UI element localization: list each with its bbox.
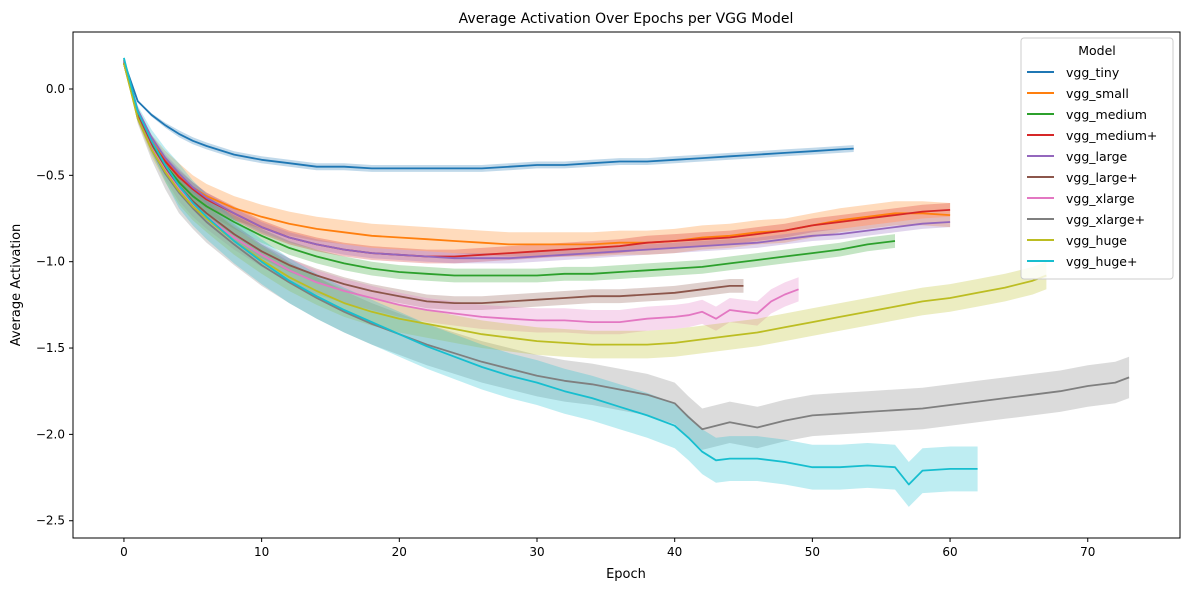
line-vgg_medium+ xyxy=(123,62,951,258)
line-vgg_tiny xyxy=(123,61,854,170)
chart-title: Average Activation Over Epochs per VGG M… xyxy=(459,11,794,27)
line-vgg_medium xyxy=(123,62,896,277)
x-tick-label: 40 xyxy=(667,545,682,559)
legend: Model vgg_tiny vgg_small vgg_medium vgg_med… xyxy=(1020,37,1174,280)
x-tick-label: 0 xyxy=(120,545,128,559)
legend-label-vgg_medium+: vgg_medium+ xyxy=(1066,128,1157,143)
y-tick-label: −2.0 xyxy=(36,427,65,441)
y-tick-label: 0.0 xyxy=(46,82,65,96)
band-vgg_large+ xyxy=(123,63,744,310)
x-tick-label: 10 xyxy=(254,545,269,559)
y-tick-label: −1.5 xyxy=(36,341,65,355)
x-tick-label: 30 xyxy=(529,545,544,559)
legend-label-vgg_small: vgg_small xyxy=(1066,86,1129,101)
legend-label-vgg_tiny: vgg_tiny xyxy=(1066,65,1120,80)
legend-title: Model xyxy=(1078,43,1116,58)
legend-label-vgg_huge+: vgg_huge+ xyxy=(1066,254,1137,269)
line-vgg_large xyxy=(123,61,951,260)
x-axis: 0 10 20 30 40 50 60 70 xyxy=(120,538,1095,559)
legend-label-vgg_xlarge: vgg_xlarge xyxy=(1066,191,1135,206)
x-tick-label: 50 xyxy=(805,545,820,559)
band-vgg_huge+ xyxy=(123,57,978,507)
legend-label-vgg_huge: vgg_huge xyxy=(1066,233,1127,248)
y-tick-label: −0.5 xyxy=(36,168,65,182)
band-vgg_xlarge+ xyxy=(123,59,1130,450)
y-tick-label: −1.0 xyxy=(36,255,65,269)
x-tick-label: 20 xyxy=(392,545,407,559)
legend-label-vgg_large+: vgg_large+ xyxy=(1066,170,1138,185)
line-vgg_xlarge+ xyxy=(123,59,1130,431)
legend-label-vgg_xlarge+: vgg_xlarge+ xyxy=(1066,212,1145,227)
line-vgg_huge+ xyxy=(123,57,978,486)
line-vgg_huge xyxy=(123,62,1047,346)
axes-frame xyxy=(72,31,1181,539)
y-axis: 0.0 −0.5 −1.0 −1.5 −2.0 −2.5 xyxy=(36,82,73,528)
legend-label-vgg_medium: vgg_medium xyxy=(1066,107,1147,122)
x-tick-label: 70 xyxy=(1080,545,1095,559)
x-tick-label: 60 xyxy=(942,545,957,559)
x-axis-label: Epoch xyxy=(606,567,646,582)
y-axis-label: Average Activation xyxy=(9,224,24,347)
plot-area xyxy=(123,57,1130,507)
legend-box xyxy=(1020,37,1174,280)
legend-label-vgg_large: vgg_large xyxy=(1066,149,1128,164)
y-tick-label: −2.5 xyxy=(36,514,65,528)
